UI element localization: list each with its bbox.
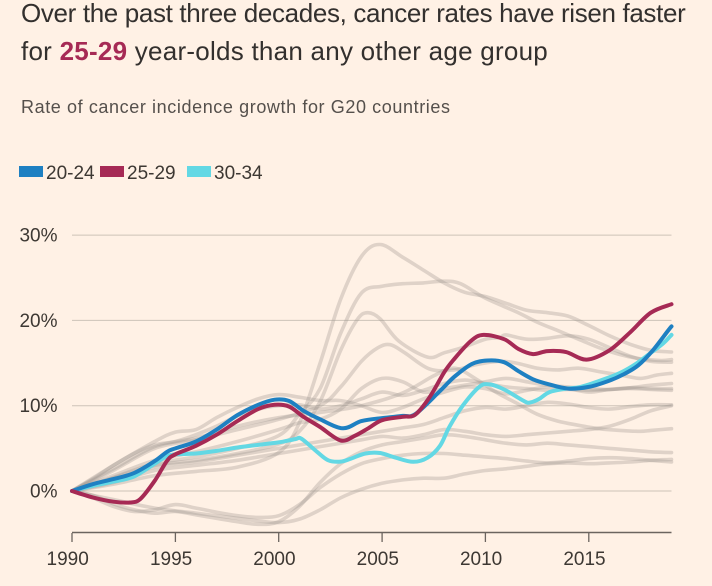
- svg-text:0%: 0%: [30, 482, 58, 503]
- svg-text:1995: 1995: [150, 549, 192, 570]
- svg-text:1990: 1990: [47, 549, 89, 570]
- svg-text:2015: 2015: [563, 549, 605, 570]
- svg-text:2005: 2005: [357, 549, 399, 570]
- svg-text:2000: 2000: [253, 549, 295, 570]
- svg-text:20%: 20%: [19, 311, 57, 332]
- svg-text:10%: 10%: [19, 396, 57, 417]
- svg-text:30%: 30%: [19, 226, 57, 247]
- svg-text:2010: 2010: [460, 549, 502, 570]
